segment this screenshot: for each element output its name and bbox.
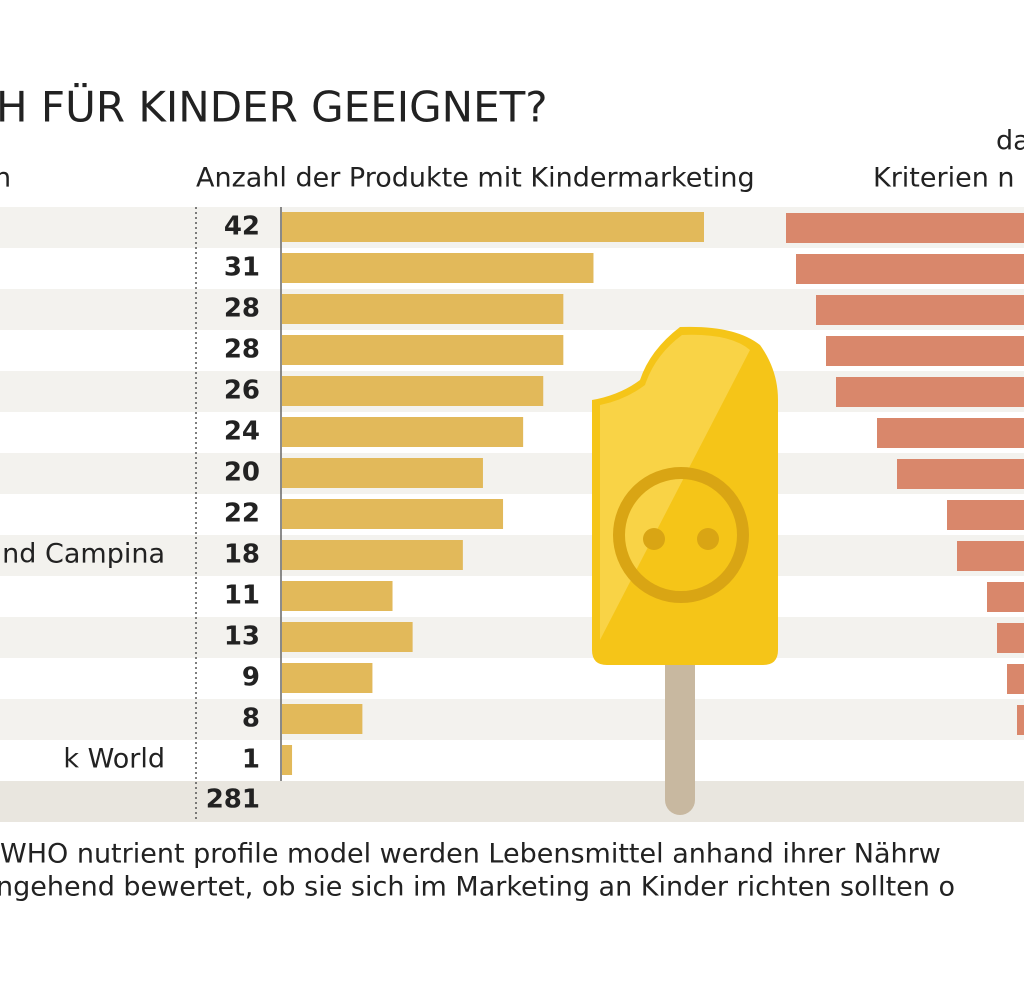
value-label: 11 xyxy=(224,581,260,611)
value-label: 28 xyxy=(224,335,260,365)
title: H FÜR KINDER GEEIGNET? xyxy=(0,82,548,132)
bar xyxy=(282,704,363,734)
popsicle xyxy=(592,326,778,815)
right-bars xyxy=(786,213,1024,735)
bar xyxy=(282,294,564,324)
right-header-top: da xyxy=(996,126,1024,157)
bar xyxy=(282,417,524,447)
bar xyxy=(282,499,504,529)
value-label: 31 xyxy=(224,253,260,283)
value-label: 22 xyxy=(224,499,260,529)
bar xyxy=(282,253,594,283)
bar xyxy=(282,540,463,570)
value-label: 28 xyxy=(224,294,260,324)
total-label: 281 xyxy=(206,785,260,815)
bar xyxy=(282,376,544,406)
footnote: WHO nutrient profile model werden Lebens… xyxy=(0,839,941,870)
value-label: 20 xyxy=(224,458,260,488)
right-header: Kriterien n xyxy=(873,163,1015,194)
bar xyxy=(282,622,413,652)
value-label: 1 xyxy=(242,745,260,775)
value-label: 26 xyxy=(224,376,260,406)
bar xyxy=(282,745,293,775)
row-band xyxy=(0,781,1024,822)
value-label: 24 xyxy=(224,417,260,447)
left-header: n xyxy=(0,163,11,194)
category-label: k World xyxy=(63,744,165,775)
value-label: 42 xyxy=(224,212,260,242)
row-band xyxy=(0,699,1024,740)
value-label: 8 xyxy=(242,704,260,734)
bar xyxy=(282,212,704,242)
category-label: nd Campina xyxy=(2,539,165,570)
value-label: 18 xyxy=(224,540,260,570)
footnote: ngehend bewertet, ob sie sich im Marketi… xyxy=(0,872,955,903)
value-label: 9 xyxy=(242,663,260,693)
row-band xyxy=(0,617,1024,658)
column-header: Anzahl der Produkte mit Kindermarketing xyxy=(196,163,755,194)
bar xyxy=(282,663,373,693)
bar xyxy=(282,581,393,611)
bar xyxy=(282,335,564,365)
bar xyxy=(282,458,483,488)
row-band xyxy=(0,535,1024,576)
value-label: 13 xyxy=(224,622,260,652)
row-band xyxy=(0,453,1024,494)
